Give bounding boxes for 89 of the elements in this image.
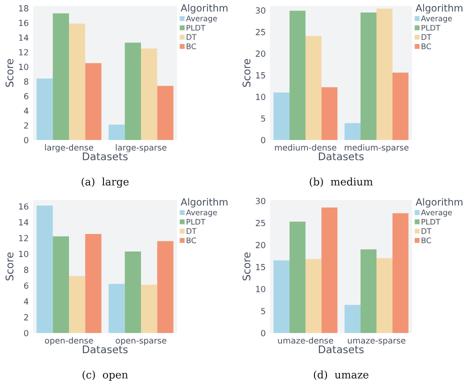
legend-title: Algorithm — [180, 198, 228, 208]
y-tick-label: 15 — [256, 72, 266, 78]
y-tick-label: 30 — [256, 198, 266, 204]
y-tick-label: 25 — [256, 28, 266, 36]
bar — [376, 258, 392, 333]
bar — [141, 284, 158, 333]
x-axis-title: Datasets — [318, 346, 364, 354]
y-tick-label: 20 — [256, 242, 266, 248]
bar — [306, 36, 322, 140]
y-tick-label: 0 — [261, 330, 266, 336]
y-tick-label: 30 — [256, 7, 266, 14]
x-tick-label: large-dense — [45, 144, 94, 152]
y-tick-label: 16 — [19, 203, 28, 210]
bar — [69, 276, 86, 333]
y-tick-label: 4 — [24, 298, 28, 304]
y-tick-label: 20 — [256, 50, 266, 57]
x-tick-label: medium-sparse — [344, 144, 408, 152]
bar — [108, 284, 125, 333]
x-tick-label: large-sparse — [116, 144, 166, 152]
y-axis-title: Score — [242, 252, 250, 280]
y-tick-label: 14 — [19, 34, 28, 41]
y-tick-label: 6 — [24, 93, 28, 100]
y-axis-title: Score — [6, 252, 14, 280]
x-tick-label: umaze-dense — [278, 337, 334, 344]
x-axis-title: Datasets — [318, 152, 364, 160]
y-tick-label: 10 — [19, 250, 28, 258]
y-tick-label: 12 — [19, 234, 28, 242]
bar — [157, 241, 174, 333]
bar — [344, 304, 361, 333]
bar — [36, 78, 53, 140]
y-tick-label: 16 — [19, 20, 28, 26]
y-axis-title: Score — [242, 58, 250, 87]
y-tick-label: 2 — [24, 314, 28, 320]
x-tick-label: open-dense — [44, 337, 94, 346]
bar — [360, 12, 376, 140]
bar — [306, 259, 322, 333]
y-tick-label: 25 — [256, 220, 266, 226]
text: (d) umaze — [314, 370, 368, 380]
bar — [344, 123, 361, 140]
x-tick-label: umaze-sparse — [348, 338, 406, 346]
y-tick-label: 0 — [24, 136, 28, 144]
bar — [321, 207, 338, 333]
y-tick-label: 8 — [24, 266, 28, 273]
bar — [124, 42, 141, 140]
y-axis-title: Score — [6, 58, 14, 87]
bar — [321, 87, 338, 140]
legend-title: Algorithm — [416, 4, 462, 14]
bar — [69, 24, 86, 140]
y-tick-label: 8 — [24, 78, 28, 85]
y-tick-label: 6 — [24, 282, 28, 289]
bar — [274, 92, 290, 140]
y-tick-label: 4 — [24, 108, 28, 114]
bar — [360, 249, 376, 333]
text: (a) large — [82, 178, 129, 188]
legend-title: Algorithm — [416, 198, 462, 208]
x-axis-title: Datasets — [82, 152, 128, 160]
bar — [52, 13, 69, 140]
bar — [290, 222, 306, 333]
bar — [108, 124, 125, 140]
y-tick-label: 15 — [256, 264, 266, 270]
text: (b) medium — [310, 178, 373, 188]
y-tick-label: 10 — [19, 64, 28, 70]
bar — [392, 213, 408, 333]
y-tick-label: 12 — [19, 49, 28, 56]
y-tick-label: 18 — [19, 5, 28, 12]
bar — [85, 63, 102, 140]
y-tick-label: 0 — [261, 136, 266, 144]
bar — [124, 251, 141, 333]
bar — [85, 234, 102, 333]
y-tick-label: 10 — [256, 94, 266, 100]
y-tick-label: 5 — [261, 115, 266, 122]
x-tick-label: medium-dense — [275, 144, 336, 151]
bar — [157, 86, 174, 140]
y-tick-label: 0 — [24, 330, 28, 336]
bar — [290, 10, 306, 140]
text: (c) open — [82, 370, 128, 381]
y-tick-label: 10 — [256, 286, 266, 292]
bar — [36, 206, 53, 333]
y-tick-label: 5 — [261, 308, 266, 314]
y-tick-label: 14 — [19, 219, 28, 226]
bar — [52, 236, 69, 333]
bar — [376, 8, 392, 140]
x-axis-title: Datasets — [82, 346, 128, 354]
bar — [141, 48, 158, 140]
bar — [274, 260, 290, 333]
x-tick-label: open-sparse — [116, 338, 166, 346]
y-tick-label: 2 — [24, 122, 28, 129]
legend-title: Algorithm — [180, 4, 228, 14]
bar — [392, 72, 408, 140]
